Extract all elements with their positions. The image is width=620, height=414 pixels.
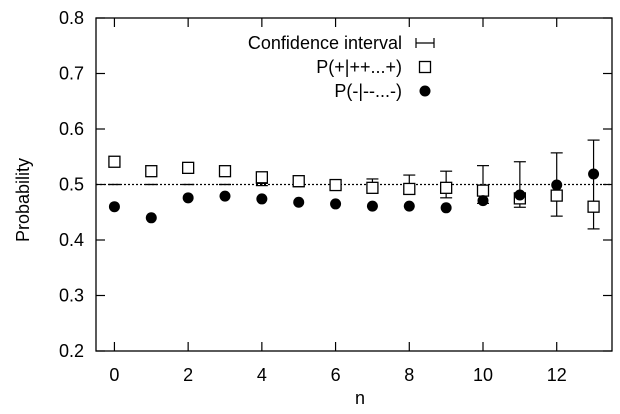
y-tick-label: 0.2 — [59, 341, 84, 361]
square-point — [108, 155, 121, 168]
circle-point — [514, 189, 526, 201]
legend: Confidence interval P(+|++...+) P(-|--...-… — [248, 33, 435, 101]
square-point — [550, 189, 563, 202]
y-tick-label: 0.8 — [59, 8, 84, 28]
square-point — [181, 161, 195, 175]
square-point — [366, 181, 379, 194]
circle-point — [551, 179, 563, 191]
circle-point — [108, 201, 120, 213]
square-point — [587, 200, 600, 213]
circle-point — [330, 198, 342, 210]
legend-label-ci: Confidence interval — [248, 33, 402, 53]
legend-label-p-plus: P(+|++...+) — [316, 57, 402, 77]
square-point — [218, 165, 232, 178]
square-point — [329, 178, 342, 192]
legend-square — [418, 60, 432, 74]
circle-point — [403, 200, 415, 212]
circle-point — [588, 168, 600, 180]
square-point — [145, 165, 158, 178]
y-axis: 0.2 0.3 0.4 0.5 0.6 0.7 0.8 — [59, 8, 612, 361]
circle-point — [182, 192, 194, 204]
x-axis-label: n — [355, 388, 365, 408]
x-tick-label: 4 — [257, 365, 267, 385]
x-tick-label: 6 — [331, 365, 341, 385]
circle-point — [145, 212, 157, 224]
x-tick-label: 10 — [473, 365, 493, 385]
circle-point — [256, 193, 268, 205]
square-point — [255, 171, 269, 184]
circle-point — [219, 190, 231, 202]
circle-point — [440, 202, 452, 214]
y-tick-label: 0.4 — [59, 230, 84, 250]
legend-circle — [419, 85, 431, 97]
square-point — [476, 184, 490, 197]
square-point — [439, 181, 453, 194]
circle-point — [477, 195, 489, 207]
x-tick-label: 8 — [404, 365, 414, 385]
x-axis: 0 2 4 6 8 10 12 — [109, 18, 567, 385]
y-tick-label: 0.6 — [59, 119, 84, 139]
circle-point — [366, 200, 378, 212]
x-tick-label: 2 — [183, 365, 193, 385]
x-tick-label: 12 — [547, 365, 567, 385]
x-tick-label: 0 — [109, 365, 119, 385]
circle-point — [293, 196, 305, 208]
y-tick-label: 0.3 — [59, 286, 84, 306]
y-tick-label: 0.7 — [59, 64, 84, 84]
y-axis-label: Probability — [13, 158, 33, 242]
legend-label-p-minus: P(-|--...-) — [334, 81, 402, 101]
square-point — [292, 175, 305, 188]
p-minus-series — [108, 168, 600, 224]
square-point — [403, 182, 416, 196]
y-tick-label: 0.5 — [59, 175, 84, 195]
